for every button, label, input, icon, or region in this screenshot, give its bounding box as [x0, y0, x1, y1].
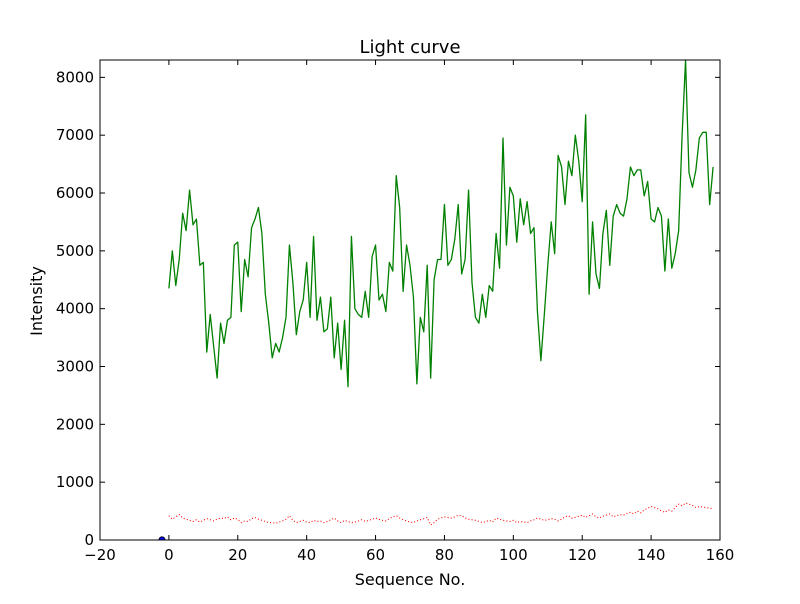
y-tick-label: 4000	[56, 300, 94, 318]
y-tick-label: 3000	[56, 358, 94, 376]
x-tick-label: 100	[499, 546, 528, 564]
y-tick-label: 0	[84, 531, 94, 549]
x-tick-label: 140	[637, 546, 666, 564]
y-tick-label: 1000	[56, 473, 94, 491]
y-tick-label: 7000	[56, 126, 94, 144]
x-tick-label: −20	[84, 546, 116, 564]
series-0-line	[168, 60, 714, 388]
x-tick-label: 0	[164, 546, 174, 564]
plot-frame	[99, 59, 721, 541]
x-tick-label: 160	[706, 546, 735, 564]
x-axis-label: Sequence No.	[355, 570, 466, 589]
y-tick-label: 8000	[56, 68, 94, 86]
x-tick-label: 60	[366, 546, 385, 564]
y-axis-label: Intensity	[27, 266, 46, 336]
y-tick-label: 5000	[56, 242, 94, 260]
y-tick-label: 6000	[56, 184, 94, 202]
x-tick-label: 120	[568, 546, 597, 564]
x-tick-label: 20	[228, 546, 247, 564]
chart-title: Light curve	[359, 37, 460, 58]
axes: −20 0 20 40 60 80 100 120 140 1600100020003000400…	[56, 59, 735, 564]
x-tick-label: 80	[435, 546, 454, 564]
x-tick-label: 40	[297, 546, 316, 564]
y-tick-label: 2000	[56, 415, 94, 433]
